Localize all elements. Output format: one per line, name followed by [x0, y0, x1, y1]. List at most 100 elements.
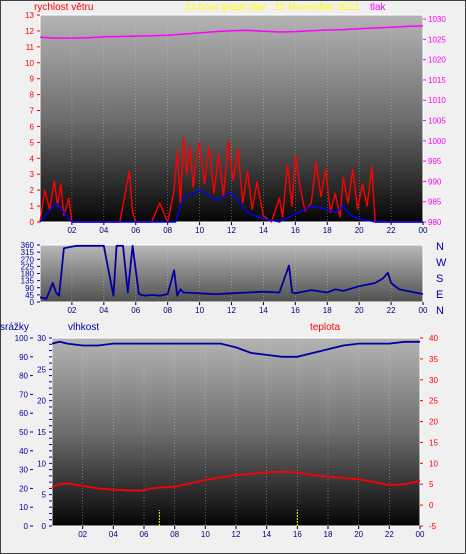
pressure-tick-label: 1020 — [428, 56, 446, 65]
pressure-tick-label: 990 — [428, 177, 442, 186]
x-tick-label: 08 — [163, 226, 172, 235]
x-tick-label: 10 — [195, 306, 204, 315]
humidity-tick-label: 40 — [19, 447, 28, 456]
temperature-label: teplota — [310, 322, 340, 333]
rain-label: srážky — [0, 322, 29, 333]
rain-tick-label: 15 — [37, 428, 46, 437]
pressure-tick-label: 995 — [428, 157, 442, 166]
humidity-tick-label: 0 — [24, 522, 29, 531]
pressure-tick-label: 1015 — [428, 76, 446, 85]
wind-tick-label: 5 — [30, 138, 35, 147]
rain-tick-label: 5 — [42, 491, 47, 500]
compass-label-s: S — [436, 273, 443, 285]
temperature-tick-label: 25 — [429, 397, 438, 406]
x-tick-label: 22 — [387, 226, 396, 235]
temperature-tick-label: 10 — [429, 459, 438, 468]
humidity-tick-label: 30 — [19, 466, 28, 475]
wind-tick-label: 12 — [25, 27, 34, 36]
pressure-tick-label: 1000 — [428, 137, 446, 146]
x-tick-label: 22 — [385, 530, 394, 539]
x-tick-label: 00 — [419, 306, 428, 315]
wind-tick-label: 0 — [30, 218, 35, 227]
direction-tick-label: 225 — [21, 262, 35, 271]
x-tick-label: 16 — [293, 530, 302, 539]
x-tick-label: 18 — [324, 530, 333, 539]
x-tick-label: 04 — [109, 530, 118, 539]
compass-label-n: N — [436, 305, 444, 317]
x-tick-label: 00 — [416, 530, 425, 539]
direction-tick-label: 180 — [21, 270, 35, 279]
x-tick-label: 08 — [170, 530, 179, 539]
rain-tick-label: 10 — [37, 459, 46, 468]
temperature-tick-label: 20 — [429, 418, 438, 427]
wind-tick-label: 1 — [30, 202, 35, 211]
wind-direction-line — [39, 244, 424, 300]
direction-tick-label: 90 — [25, 284, 34, 293]
x-tick-label: 02 — [67, 226, 76, 235]
direction-tick-label: 270 — [21, 255, 35, 264]
x-tick-label: 18 — [323, 306, 332, 315]
wind-tick-label: 8 — [30, 91, 35, 100]
humidity-tick-label: 20 — [19, 484, 28, 493]
humidity-tick-label: 10 — [19, 503, 28, 512]
pressure-tick-label: 1025 — [428, 35, 446, 44]
x-tick-label: 12 — [227, 306, 236, 315]
compass-label-n: N — [436, 241, 444, 253]
wind-tick-label: 6 — [30, 122, 35, 131]
x-tick-label: 00 — [419, 226, 428, 235]
x-tick-label: 10 — [201, 530, 210, 539]
wind-tick-label: 2 — [30, 186, 35, 195]
compass-label-e: E — [436, 289, 443, 301]
humidity-line — [51, 340, 420, 358]
wind-tick-label: 4 — [30, 154, 35, 163]
x-tick-label: 12 — [227, 226, 236, 235]
x-tick-label: 16 — [291, 226, 300, 235]
temperature-tick-label: 30 — [429, 376, 438, 385]
x-tick-label: 10 — [195, 226, 204, 235]
x-tick-label: 02 — [67, 306, 76, 315]
humidity-tick-label: 80 — [19, 372, 28, 381]
x-tick-label: 08 — [163, 306, 172, 315]
wind-tick-label: 9 — [30, 75, 35, 84]
pressure-tick-label: 980 — [428, 218, 442, 227]
x-tick-label: 16 — [291, 306, 300, 315]
x-tick-label: 18 — [323, 226, 332, 235]
temperature-tick-label: 35 — [429, 355, 438, 364]
direction-tick-label: 315 — [21, 248, 35, 257]
humidity-tick-label: 90 — [19, 353, 28, 362]
x-tick-label: 12 — [232, 530, 241, 539]
compass-label-w: W — [436, 257, 447, 269]
pressure-tick-label: 985 — [428, 198, 442, 207]
temperature-tick-label: 40 — [429, 334, 438, 343]
humidity-tick-label: 60 — [19, 409, 28, 418]
x-tick-label: 02 — [78, 530, 87, 539]
pressure-tick-label: 1030 — [428, 15, 446, 24]
pressure-tick-label: 1010 — [428, 96, 446, 105]
humidity-tick-label: 100 — [15, 334, 29, 343]
chart-layer: 0123456789101112139809859909951000100510… — [15, 11, 447, 539]
x-tick-label: 22 — [387, 306, 396, 315]
graph-title: 24 hour graph day : 15 November 2021 — [185, 2, 360, 13]
pressure-tick-label: 1005 — [428, 117, 446, 126]
x-tick-label: 20 — [355, 226, 364, 235]
direction-tick-label: 0 — [30, 298, 35, 307]
wind-pressure-plot — [39, 14, 424, 223]
rain-tick-label: 20 — [37, 397, 46, 406]
humidity-tick-label: 70 — [19, 390, 28, 399]
pressure-line — [39, 25, 424, 39]
wind-speed-label: rychlost větru — [34, 2, 93, 13]
rain-tick-label: 0 — [42, 522, 47, 531]
x-tick-label: 14 — [259, 226, 268, 235]
direction-tick-label: 360 — [21, 241, 35, 250]
x-tick-label: 04 — [99, 226, 108, 235]
x-tick-label: 06 — [140, 530, 149, 539]
temperature-tick-label: 15 — [429, 438, 438, 447]
x-tick-label: 04 — [99, 306, 108, 315]
direction-tick-label: 135 — [21, 277, 35, 286]
pressure-label: tlak — [370, 2, 387, 13]
wind-tick-label: 11 — [26, 43, 35, 52]
x-tick-label: 06 — [131, 306, 140, 315]
rain-tick-label: 30 — [37, 334, 46, 343]
direction-tick-label: 45 — [25, 291, 34, 300]
